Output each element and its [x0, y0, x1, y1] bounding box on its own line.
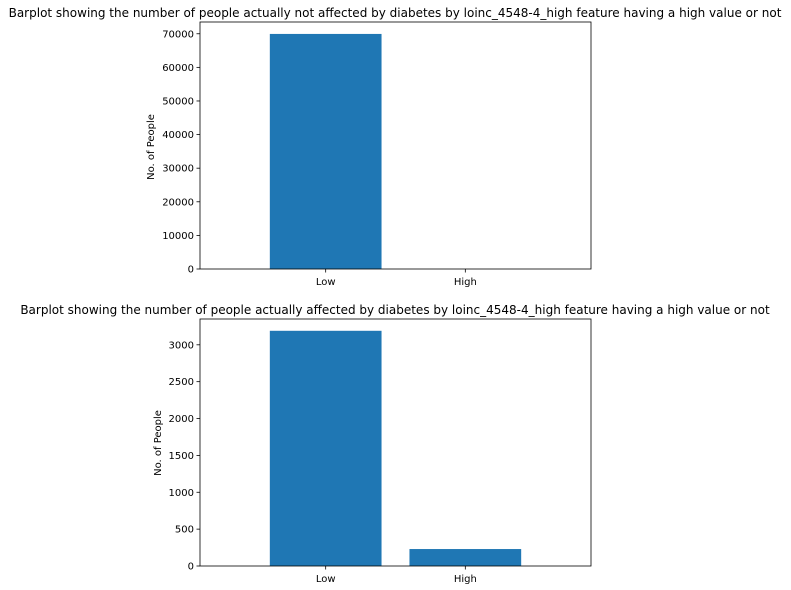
x-tick-label: High — [454, 277, 477, 288]
x-tick-label: High — [454, 574, 477, 585]
plot-area: 0 10000 20000 30000 40000 50000 60000 70000 Low H… — [162, 21, 592, 288]
y-tick-label: 0 — [188, 562, 194, 573]
y-tick-label: 3000 — [169, 340, 194, 351]
bar-low — [269, 330, 382, 566]
y-tick-label: 70000 — [162, 29, 194, 40]
y-tick-label: 1000 — [169, 488, 194, 499]
y-axis-label: No. of People — [146, 114, 157, 180]
y-tick-label: 30000 — [162, 164, 194, 175]
y-tick-label: 500 — [175, 525, 194, 536]
plot-area: 0 500 1000 1500 2000 2500 3000 Low High — [169, 318, 592, 585]
y-tick-label: 0 — [188, 265, 194, 276]
axes-frame — [199, 318, 592, 567]
chart-bottom: Barplot showing the number of people act… — [20, 303, 770, 585]
chart-title: Barplot showing the number of people act… — [9, 6, 782, 20]
axes-frame — [199, 21, 592, 270]
x-tick-label: Low — [316, 277, 336, 288]
bar-low — [269, 33, 382, 269]
y-tick-label: 2500 — [169, 377, 194, 388]
chart-title: Barplot showing the number of people act… — [20, 303, 770, 317]
bar-high — [409, 549, 522, 566]
chart-top: Barplot showing the number of people act… — [9, 6, 782, 288]
y-tick-label: 2000 — [169, 414, 194, 425]
y-tick-label: 20000 — [162, 197, 194, 208]
x-tick-label: Low — [316, 574, 336, 585]
y-axis-label: No. of People — [153, 410, 164, 476]
y-tick-label: 10000 — [162, 231, 194, 242]
y-tick-label: 50000 — [162, 96, 194, 107]
y-tick-label: 60000 — [162, 63, 194, 74]
y-tick-label: 1500 — [169, 451, 194, 462]
y-tick-label: 40000 — [162, 130, 194, 141]
